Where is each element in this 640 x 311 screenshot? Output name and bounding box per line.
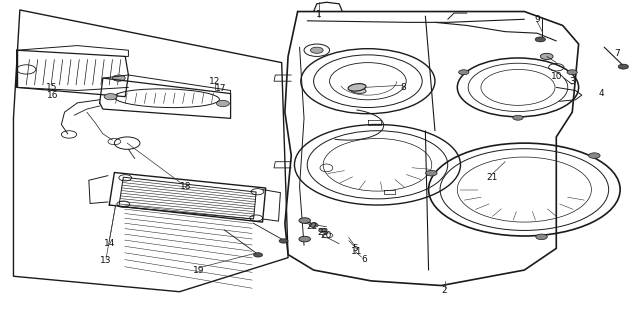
Circle shape bbox=[535, 37, 545, 42]
Circle shape bbox=[299, 236, 310, 242]
Circle shape bbox=[253, 253, 262, 257]
Text: 13: 13 bbox=[100, 256, 112, 265]
Circle shape bbox=[299, 218, 310, 223]
Circle shape bbox=[309, 223, 318, 227]
Text: 21: 21 bbox=[487, 173, 498, 182]
Text: 16: 16 bbox=[47, 91, 59, 100]
Text: 1: 1 bbox=[316, 10, 321, 19]
Circle shape bbox=[310, 47, 323, 53]
Circle shape bbox=[536, 234, 547, 239]
Text: 20: 20 bbox=[321, 231, 332, 240]
Circle shape bbox=[567, 70, 577, 75]
Text: 14: 14 bbox=[104, 239, 115, 248]
Text: 19: 19 bbox=[193, 266, 204, 275]
Circle shape bbox=[513, 115, 523, 120]
Ellipse shape bbox=[351, 88, 366, 93]
Circle shape bbox=[104, 94, 117, 100]
Text: 12: 12 bbox=[209, 77, 220, 86]
Text: 22: 22 bbox=[307, 222, 318, 231]
Text: 3: 3 bbox=[570, 77, 575, 86]
Circle shape bbox=[426, 170, 437, 176]
Text: 6: 6 bbox=[362, 255, 367, 264]
Circle shape bbox=[319, 229, 326, 232]
Circle shape bbox=[589, 153, 600, 158]
Text: 4: 4 bbox=[598, 89, 604, 98]
Text: 23: 23 bbox=[317, 228, 328, 237]
Text: 8: 8 bbox=[400, 83, 406, 92]
Text: 11: 11 bbox=[351, 247, 363, 256]
Text: 2: 2 bbox=[442, 286, 447, 295]
Text: 18: 18 bbox=[180, 182, 191, 191]
Circle shape bbox=[113, 75, 125, 81]
Text: 17: 17 bbox=[215, 84, 227, 92]
Circle shape bbox=[618, 64, 628, 69]
Circle shape bbox=[216, 100, 229, 107]
Text: 10: 10 bbox=[550, 72, 562, 81]
Circle shape bbox=[459, 70, 469, 75]
Text: 5: 5 bbox=[352, 244, 358, 253]
Text: 9: 9 bbox=[534, 15, 540, 24]
Text: 15: 15 bbox=[46, 83, 58, 92]
Ellipse shape bbox=[348, 84, 366, 91]
Circle shape bbox=[540, 53, 553, 59]
Text: 7: 7 bbox=[614, 49, 620, 58]
Circle shape bbox=[279, 239, 288, 243]
